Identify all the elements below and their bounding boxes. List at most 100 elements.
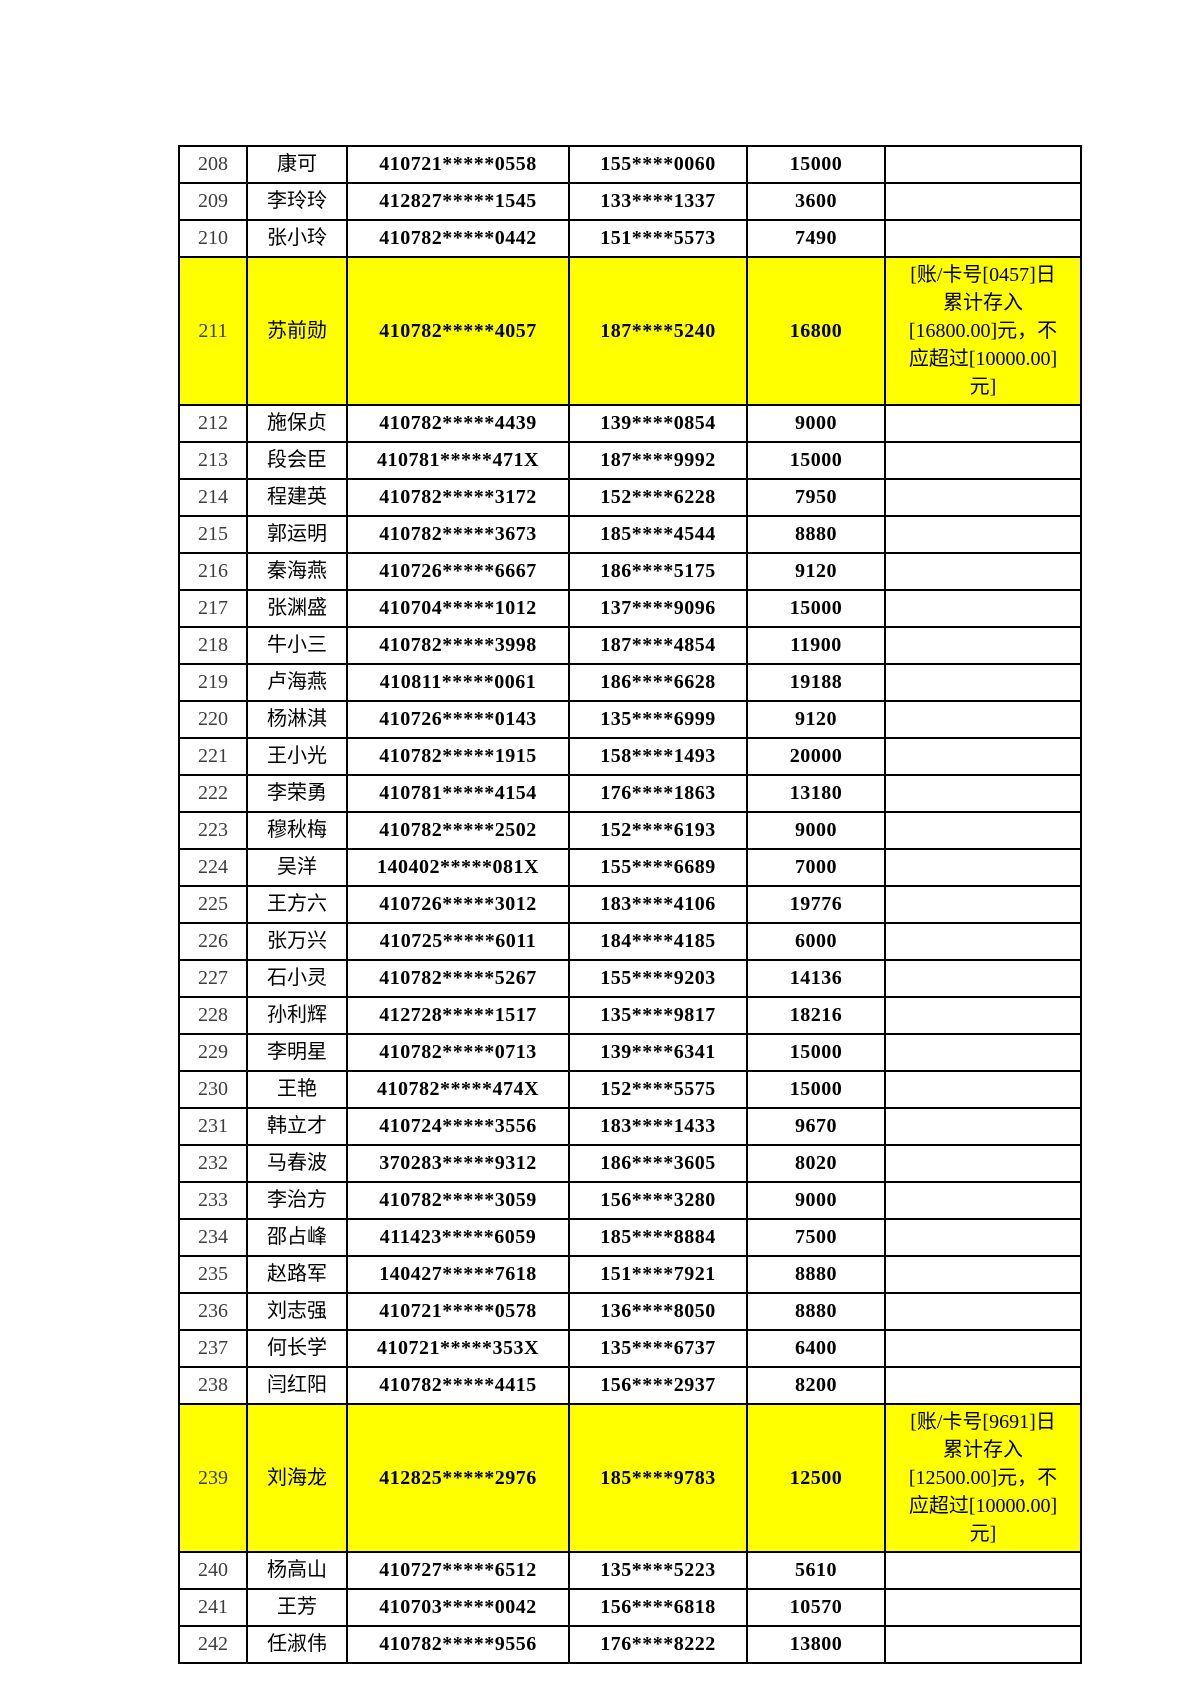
cell-remark [884,1551,1082,1590]
cell-phone: 158****1493 [568,737,748,776]
cell-id-number: 410726*****6667 [346,552,570,591]
table-row: 222 李荣勇 410781*****4154 176****1863 13180 [178,774,1082,813]
table-row: 218 牛小三 410782*****3998 187****4854 11900 [178,626,1082,665]
cell-remark [884,626,1082,665]
cell-name: 何长学 [246,1329,348,1368]
cell-amount: 6400 [746,1329,886,1368]
cell-phone: 185****8884 [568,1218,748,1257]
cell-id-number: 410782*****474X [346,1070,570,1109]
cell-amount: 9120 [746,700,886,739]
table-row: 227 石小灵 410782*****5267 155****9203 14136 [178,959,1082,998]
cell-index: 228 [178,996,248,1035]
cell-name: 张渊盛 [246,589,348,628]
cell-id-number: 410725*****6011 [346,922,570,961]
cell-amount: 15000 [746,589,886,628]
cell-name: 吴洋 [246,848,348,887]
cell-index: 222 [178,774,248,813]
cell-phone: 136****8050 [568,1292,748,1331]
cell-amount: 14136 [746,959,886,998]
cell-remark [884,848,1082,887]
cell-name: 张万兴 [246,922,348,961]
cell-index: 217 [178,589,248,628]
table-row: 208 康可 410721*****0558 155****0060 15000 [178,145,1082,184]
cell-id-number: 411423*****6059 [346,1218,570,1257]
cell-index: 213 [178,441,248,480]
cell-amount: 18216 [746,996,886,1035]
cell-name: 李玲玲 [246,182,348,221]
cell-amount: 19776 [746,885,886,924]
cell-name: 郭运明 [246,515,348,554]
table-row: 233 李治方 410782*****3059 156****3280 9000 [178,1181,1082,1220]
cell-remark [884,1329,1082,1368]
cell-id-number: 410704*****1012 [346,589,570,628]
cell-index: 232 [178,1144,248,1183]
cell-remark [884,774,1082,813]
cell-amount: 7950 [746,478,886,517]
cell-phone: 187****4854 [568,626,748,665]
cell-index: 230 [178,1070,248,1109]
table-row: 235 赵路军 140427*****7618 151****7921 8880 [178,1255,1082,1294]
cell-index: 235 [178,1255,248,1294]
table-row: 230 王艳 410782*****474X 152****5575 15000 [178,1070,1082,1109]
cell-id-number: 410782*****4057 [346,256,570,406]
cell-name: 施保贞 [246,404,348,443]
table-row: 237 何长学 410721*****353X 135****6737 6400 [178,1329,1082,1368]
cell-phone: 185****9783 [568,1403,748,1553]
cell-id-number: 410782*****3673 [346,515,570,554]
cell-phone: 187****5240 [568,256,748,406]
cell-index: 215 [178,515,248,554]
cell-name: 闫红阳 [246,1366,348,1405]
cell-phone: 135****6999 [568,700,748,739]
cell-index: 233 [178,1181,248,1220]
cell-amount: 10570 [746,1588,886,1627]
cell-remark [884,219,1082,258]
cell-name: 王方六 [246,885,348,924]
cell-index: 210 [178,219,248,258]
cell-id-number: 410782*****2502 [346,811,570,850]
cell-id-number: 412825*****2976 [346,1403,570,1553]
table-row: 209 李玲玲 412827*****1545 133****1337 3600 [178,182,1082,221]
cell-remark [884,182,1082,221]
cell-index: 218 [178,626,248,665]
table-row: 210 张小玲 410782*****0442 151****5573 7490 [178,219,1082,258]
cell-phone: 133****1337 [568,182,748,221]
cell-phone: 135****6737 [568,1329,748,1368]
cell-phone: 152****5575 [568,1070,748,1109]
cell-phone: 185****4544 [568,515,748,554]
cell-id-number: 410724*****3556 [346,1107,570,1146]
cell-name: 李治方 [246,1181,348,1220]
cell-id-number: 410782*****3998 [346,626,570,665]
cell-phone: 156****6818 [568,1588,748,1627]
cell-amount: 6000 [746,922,886,961]
table-row: 221 王小光 410782*****1915 158****1493 20000 [178,737,1082,776]
cell-id-number: 410782*****3172 [346,478,570,517]
cell-index: 226 [178,922,248,961]
cell-name: 牛小三 [246,626,348,665]
cell-remark [884,441,1082,480]
table-row: 241 王芳 410703*****0042 156****6818 10570 [178,1588,1082,1627]
cell-index: 221 [178,737,248,776]
cell-amount: 15000 [746,1033,886,1072]
cell-index: 227 [178,959,248,998]
cell-id-number: 410721*****0578 [346,1292,570,1331]
cell-id-number: 410782*****4439 [346,404,570,443]
cell-id-number: 410721*****353X [346,1329,570,1368]
table-row: 242 任淑伟 410782*****9556 176****8222 13800 [178,1625,1082,1664]
cell-id-number: 410726*****0143 [346,700,570,739]
cell-amount: 11900 [746,626,886,665]
cell-index: 236 [178,1292,248,1331]
cell-name: 王小光 [246,737,348,776]
cell-name: 段会臣 [246,441,348,480]
cell-name: 李荣勇 [246,774,348,813]
cell-name: 邵占峰 [246,1218,348,1257]
cell-amount: 8200 [746,1366,886,1405]
cell-phone: 137****9096 [568,589,748,628]
cell-amount: 9120 [746,552,886,591]
cell-id-number: 410721*****0558 [346,145,570,184]
table-row: 214 程建英 410782*****3172 152****6228 7950 [178,478,1082,517]
cell-amount: 7500 [746,1218,886,1257]
table-row: 212 施保贞 410782*****4439 139****0854 9000 [178,404,1082,443]
cell-phone: 155****6689 [568,848,748,887]
cell-remark [884,922,1082,961]
